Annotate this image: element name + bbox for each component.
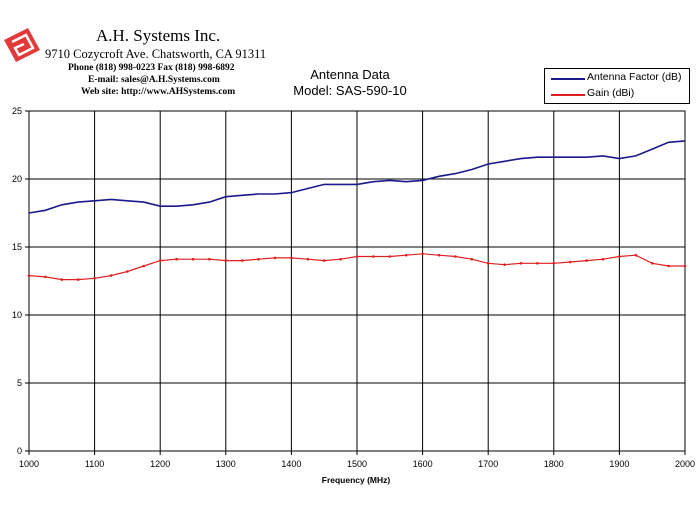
data-point-gain: [76, 278, 80, 281]
data-point-gain: [208, 257, 211, 261]
x-tick-label: 1500: [347, 459, 367, 469]
chart-subtitle: Model: SAS-590-10: [293, 83, 407, 98]
company-header: A.H. Systems Inc. 9710 Cozycroft Ave. Ch…: [0, 0, 300, 105]
data-point-gain: [224, 259, 228, 262]
x-tick-label: 1900: [609, 459, 629, 469]
x-tick-label: 1800: [544, 459, 564, 469]
data-point-gain: [60, 278, 64, 281]
data-point-gain: [683, 264, 687, 268]
data-point-gain: [240, 259, 244, 262]
y-tick-label: 5: [17, 378, 22, 388]
data-point-gain: [618, 255, 621, 258]
data-point-gain: [454, 255, 457, 258]
data-point-gain: [306, 257, 310, 261]
data-point-gain: [519, 262, 523, 265]
legend-label-gain: Gain (dBi): [587, 87, 635, 99]
data-point-gain: [404, 253, 408, 257]
data-point-gain: [290, 256, 293, 260]
legend-label-antenna-factor: Antenna Factor (dB): [587, 71, 682, 83]
data-point-gain: [142, 264, 146, 268]
data-point-gain: [552, 262, 556, 265]
company-address: 9710 Cozycroft Ave. Chatsworth, CA 91311: [45, 47, 267, 61]
company-website: Web site: http://www.AHSystems.com: [81, 87, 236, 97]
legend-item-antenna-factor: Antenna Factor (dB): [545, 71, 689, 86]
x-tick-label: 1400: [281, 459, 301, 469]
x-tick-label: 2000: [675, 459, 695, 469]
data-point-gain: [536, 262, 539, 265]
chart-legend: Antenna Factor (dB) Gain (dBi): [544, 68, 690, 104]
data-point-gain: [437, 253, 441, 257]
data-point-gain: [355, 255, 359, 258]
data-point-gain: [634, 253, 638, 257]
data-point-gain: [486, 262, 490, 265]
y-tick-label: 15: [12, 242, 22, 252]
data-point-gain: [585, 259, 588, 262]
data-point-gain: [126, 270, 129, 273]
data-point-gain: [388, 255, 392, 258]
legend-swatch-antenna-factor: [551, 78, 585, 80]
y-tick-label: 0: [17, 446, 22, 456]
x-tick-label: 1300: [216, 459, 236, 469]
x-axis-label: Frequency (MHz): [321, 475, 391, 485]
data-point-gain: [257, 257, 260, 261]
grid-lines: [25, 110, 686, 455]
x-tick-label: 1100: [85, 459, 104, 469]
y-tick-label: 20: [12, 174, 22, 184]
series-line-antenna-factor: [28, 140, 686, 214]
data-point-gain: [191, 257, 195, 261]
y-tick-label: 25: [12, 106, 22, 116]
legend-swatch-gain: [551, 94, 585, 96]
x-tick-label: 1000: [19, 459, 39, 469]
company-logo-icon: [4, 28, 40, 62]
data-point-gain: [27, 274, 31, 277]
data-point-gain: [503, 263, 506, 267]
series-antenna-factor: [28, 140, 686, 214]
data-point-gain: [273, 256, 277, 260]
legend-item-gain: Gain (dBi): [545, 87, 689, 102]
data-point-gain: [322, 259, 326, 262]
company-name: A.H. Systems Inc.: [96, 26, 221, 45]
series-gain: [27, 252, 687, 281]
y-tick-label: 10: [12, 310, 22, 320]
chart-title: Antenna Data: [310, 67, 390, 82]
data-point-gain: [601, 257, 605, 261]
company-phone: Phone (818) 998-0223 Fax (818) 998-6892: [68, 63, 235, 73]
data-point-gain: [421, 252, 424, 256]
data-point-gain: [339, 257, 342, 261]
tick-labels: 1000 1100 1200 1300 1400 1500 1600 1700 1800 1900…: [12, 106, 695, 469]
x-tick-label: 1200: [150, 459, 170, 469]
data-point-gain: [568, 260, 572, 264]
data-point-gain: [650, 262, 654, 265]
data-point-gain: [667, 264, 670, 268]
data-point-gain: [470, 257, 474, 261]
data-point-gain: [158, 259, 162, 262]
series-layer: [27, 140, 687, 281]
x-tick-label: 1700: [478, 459, 498, 469]
data-point-gain: [175, 257, 178, 261]
data-point-gain: [44, 275, 47, 279]
company-email: E-mail: sales@A.H.Systems.com: [88, 75, 220, 85]
data-point-gain: [372, 255, 375, 258]
data-point-gain: [109, 274, 113, 277]
data-point-gain: [93, 277, 96, 280]
x-tick-label: 1600: [413, 459, 433, 469]
